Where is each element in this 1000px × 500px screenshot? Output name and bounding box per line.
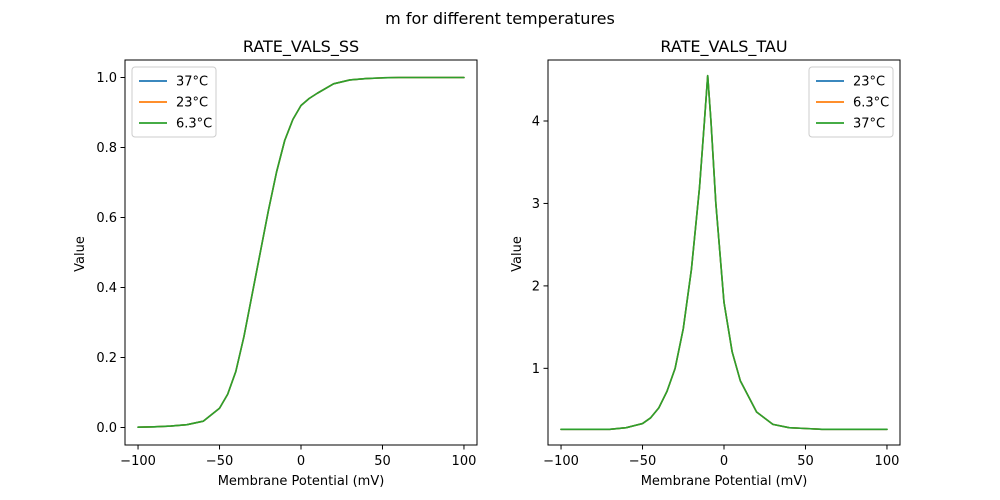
chart-ss: RATE_VALS_SS Membrane Potential (mV) Val…: [73, 37, 478, 489]
chart-ss-xlabel: Membrane Potential (mV): [218, 474, 385, 489]
chart-ss-legend-frame: [131, 66, 217, 138]
chart-ss-y-tick-label-4: 0.8: [96, 141, 117, 156]
chart-tau-y-tick-label-3: 4: [532, 115, 540, 130]
chart-ss-y-tick-label-2: 0.4: [96, 281, 117, 296]
chart-tau-xlabel: Membrane Potential (mV): [641, 474, 808, 489]
chart-tau-ylabel: Value: [510, 236, 525, 272]
chart-tau: RATE_VALS_TAU Membrane Potential (mV) Va…: [510, 37, 901, 489]
chart-ss-y-tick-label-5: 1.0: [96, 71, 117, 86]
chart-tau-title: RATE_VALS_TAU: [660, 37, 787, 57]
chart-tau-legend: 23°C 6.3°C 37°C: [808, 66, 894, 138]
chart-ss-x-tick-label-4: 100: [452, 454, 477, 469]
chart-tau-x-tick-label-4: 100: [875, 454, 900, 469]
chart-ss-series-line-2: [137, 76, 465, 428]
chart-tau-x-tick-label-2: 0: [720, 454, 728, 469]
chart-ss-x-tick-label-2: 0: [297, 454, 305, 469]
chart-ss-title: RATE_VALS_SS: [243, 37, 359, 57]
chart-tau-y-tick-label-1: 2: [532, 279, 540, 294]
chart-ss-legend: 37°C 23°C 6.3°C: [131, 66, 217, 138]
chart-tau-series-line-2: [560, 74, 888, 431]
chart-ss-x-tick-label-1: −50: [206, 454, 233, 469]
chart-tau-legend-label-2: 37°C: [853, 117, 885, 132]
chart-tau-legend-label-0: 23°C: [853, 75, 885, 90]
chart-tau-x-tick-label-1: −50: [629, 454, 656, 469]
chart-ss-x-tick-label-0: −100: [120, 454, 156, 469]
chart-tau-legend-label-1: 6.3°C: [853, 96, 889, 111]
chart-ss-ylabel: Value: [73, 236, 88, 272]
chart-ss-legend-label-1: 23°C: [176, 96, 208, 111]
chart-tau-y-tick-label-2: 3: [532, 197, 540, 212]
chart-tau-x-tick-label-3: 50: [797, 454, 814, 469]
chart-tau-legend-frame: [808, 66, 894, 138]
chart-tau-y-tick-label-0: 1: [532, 362, 540, 377]
chart-tau-x-tick-label-0: −100: [543, 454, 579, 469]
figure-title: m for different temperatures: [385, 9, 615, 28]
chart-ss-y-tick-label-1: 0.2: [96, 351, 117, 366]
chart-ss-y-tick-label-3: 0.6: [96, 211, 117, 226]
chart-ss-y-tick-label-0: 0.0: [96, 421, 117, 436]
chart-ss-x-tick-label-3: 50: [374, 454, 391, 469]
chart-ss-legend-label-0: 37°C: [176, 75, 208, 90]
chart-ss-legend-label-2: 6.3°C: [176, 117, 212, 132]
